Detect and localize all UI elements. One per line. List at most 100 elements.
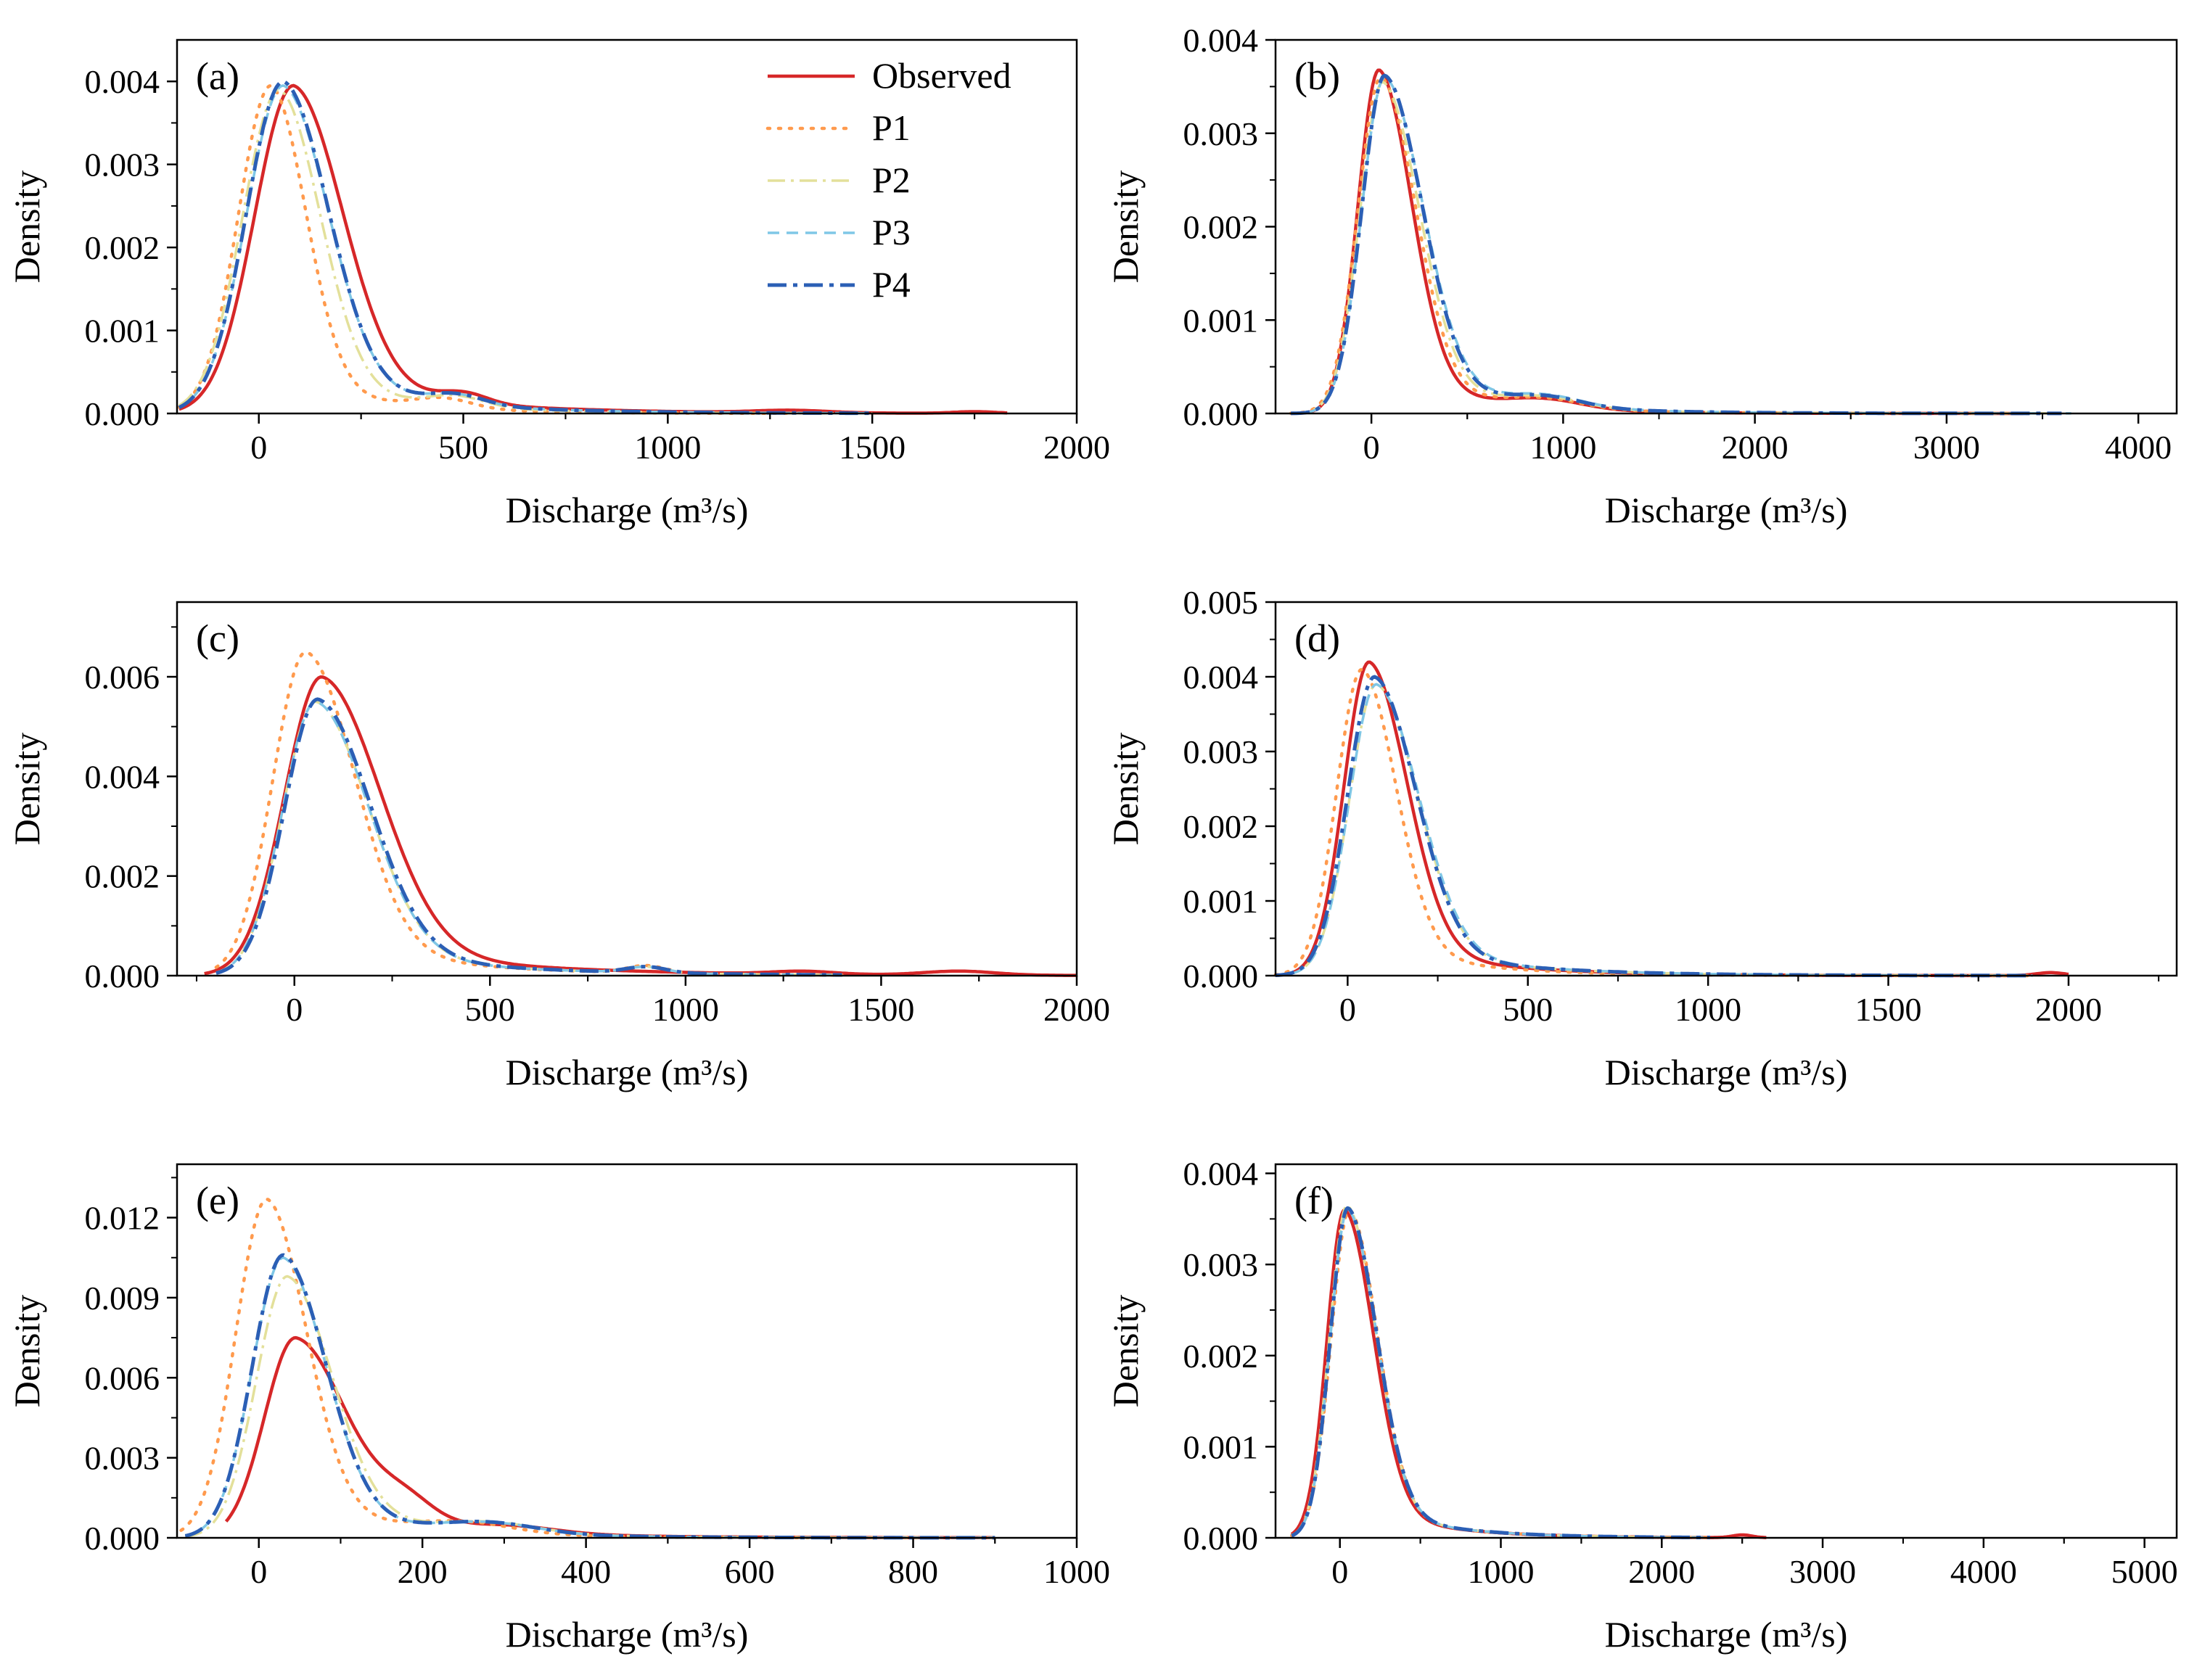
x-tick-label: 4000 xyxy=(1950,1553,2017,1590)
plot-frame xyxy=(1274,1163,2178,1539)
plot-frame xyxy=(176,601,1078,977)
series-line-p3 xyxy=(178,84,873,415)
y-tick-label: 0.004 xyxy=(85,758,160,795)
series-line-p4 xyxy=(1275,675,2033,978)
x-tick-label: 1000 xyxy=(1675,991,1741,1028)
series-line-p4 xyxy=(1291,73,2062,416)
panel-label: (e) xyxy=(196,1179,239,1222)
y-tick-label: 0.001 xyxy=(1183,1428,1259,1465)
y-tick-label: 0.000 xyxy=(85,395,160,432)
x-tick-label: 1500 xyxy=(1855,991,1922,1028)
x-axis-label: Discharge (m³/s) xyxy=(1605,490,1848,530)
x-tick-label: 1000 xyxy=(1043,1553,1110,1590)
panel-e: 0 200 400 600 800 1000 0.000 0.003 0.006 0.009 0.0… xyxy=(7,1163,1110,1655)
series-group xyxy=(1273,660,2069,978)
x-tick-label: 3000 xyxy=(1789,1553,1856,1590)
y-tick-label: 0.000 xyxy=(85,958,160,995)
y-axis-label: Density xyxy=(1105,170,1146,284)
x-tick-label: 0 xyxy=(286,991,303,1028)
legend-label-p1: P1 xyxy=(872,107,911,148)
y-axis-label: Density xyxy=(1105,1295,1146,1408)
series-line-p4 xyxy=(178,79,873,416)
series-line-p4 xyxy=(184,1253,995,1540)
y-tick-label: 0.000 xyxy=(85,1520,160,1557)
panel-c: 0 500 1000 1500 2000 0.000 0.002 0.004 0.006 Disc… xyxy=(7,601,1110,1092)
legend-label-p3: P3 xyxy=(872,212,911,252)
legend-label-p4: P4 xyxy=(872,264,911,305)
series-line-p3 xyxy=(215,700,842,976)
series-line-p2 xyxy=(1291,1203,1711,1539)
x-tick-label: 500 xyxy=(438,429,488,466)
x-tick-label: 2000 xyxy=(1043,429,1110,466)
series-line-observed xyxy=(224,1335,995,1540)
y-axis-label: Density xyxy=(7,1295,47,1408)
series-line-p2 xyxy=(1275,683,2033,977)
panel-f: 0 1000 2000 3000 4000 5000 0.000 0.001 0.002 0.00… xyxy=(1105,1156,2178,1655)
panel-label: (b) xyxy=(1294,54,1340,98)
series-line-p1 xyxy=(1289,1208,1712,1539)
series-group xyxy=(179,1197,997,1540)
x-tick-label: 400 xyxy=(561,1553,611,1590)
x-tick-label: 500 xyxy=(465,991,515,1028)
y-tick-label: 0.004 xyxy=(1183,22,1259,59)
x-tick-label: 1000 xyxy=(634,429,701,466)
series-line-p4 xyxy=(1291,1206,1711,1540)
x-tick-label: 2000 xyxy=(1722,429,1789,466)
x-tick-label: 5000 xyxy=(2111,1553,2178,1590)
y-tick-label: 0.001 xyxy=(85,313,160,350)
panel-label: (c) xyxy=(196,617,239,660)
x-tick-label: 2000 xyxy=(2035,991,2102,1028)
series-line-p4 xyxy=(215,697,842,977)
x-tick-label: 1000 xyxy=(1468,1553,1535,1590)
series-line-observed xyxy=(204,675,1077,977)
y-tick-label: 0.004 xyxy=(1183,1156,1259,1193)
series-line-p2 xyxy=(185,1275,995,1539)
y-tick-label: 0.002 xyxy=(85,229,160,266)
y-tick-label: 0.002 xyxy=(1183,209,1259,246)
series-line-p3 xyxy=(1291,76,2071,415)
x-axis-label: Discharge (m³/s) xyxy=(506,1614,749,1655)
panel-label: (d) xyxy=(1294,617,1340,660)
x-tick-label: 0 xyxy=(250,429,267,466)
x-tick-label: 1500 xyxy=(839,429,906,466)
plot-frame xyxy=(176,38,1078,415)
x-tick-label: 1500 xyxy=(847,991,914,1028)
series-line-p2 xyxy=(1291,81,2062,415)
series-line-p3 xyxy=(1291,1208,1711,1539)
series-group xyxy=(204,650,1077,977)
y-axis-label: Density xyxy=(1105,733,1146,846)
y-tick-label: 0.003 xyxy=(1183,1246,1259,1283)
panel-d: 0 500 1000 1500 2000 0.000 0.001 0.002 0.003 0.00… xyxy=(1105,584,2178,1092)
panel-a: 0 500 1000 1500 2000 0.000 0.001 0.002 0.003 0.00… xyxy=(7,38,1110,530)
legend-label-p2: P2 xyxy=(872,160,911,200)
x-tick-label: 0 xyxy=(1331,1553,1348,1590)
series-line-p1 xyxy=(179,1197,997,1540)
series-line-p3 xyxy=(1275,683,2033,977)
y-tick-label: 0.006 xyxy=(85,659,160,696)
y-tick-label: 0.004 xyxy=(85,63,160,100)
y-axis-label: Density xyxy=(7,733,47,846)
x-axis-label: Discharge (m³/s) xyxy=(1605,1052,1848,1092)
y-tick-label: 0.000 xyxy=(1183,958,1259,995)
y-tick-label: 0.003 xyxy=(85,1440,160,1477)
series-line-p2 xyxy=(215,700,842,976)
y-tick-label: 0.003 xyxy=(1183,733,1259,770)
y-axis-label: Density xyxy=(7,170,47,284)
series-line-p1 xyxy=(1273,667,2034,978)
series-line-p2 xyxy=(178,88,873,415)
series-line-p1 xyxy=(214,650,844,977)
x-axis-label: Discharge (m³/s) xyxy=(506,490,749,530)
plot-frame xyxy=(1274,601,2178,977)
y-tick-label: 0.000 xyxy=(1183,1520,1259,1557)
x-axis-label: Discharge (m³/s) xyxy=(506,1052,749,1092)
plot-frame xyxy=(1274,38,2178,415)
x-tick-label: 500 xyxy=(1503,991,1553,1028)
y-tick-label: 0.001 xyxy=(1183,302,1259,339)
x-tick-label: 0 xyxy=(1363,429,1380,466)
x-tick-label: 0 xyxy=(250,1553,267,1590)
y-tick-label: 0.003 xyxy=(85,147,160,184)
y-tick-label: 0.002 xyxy=(1183,808,1259,845)
plot-frame xyxy=(176,1163,1078,1539)
panel-label: (a) xyxy=(196,54,239,98)
